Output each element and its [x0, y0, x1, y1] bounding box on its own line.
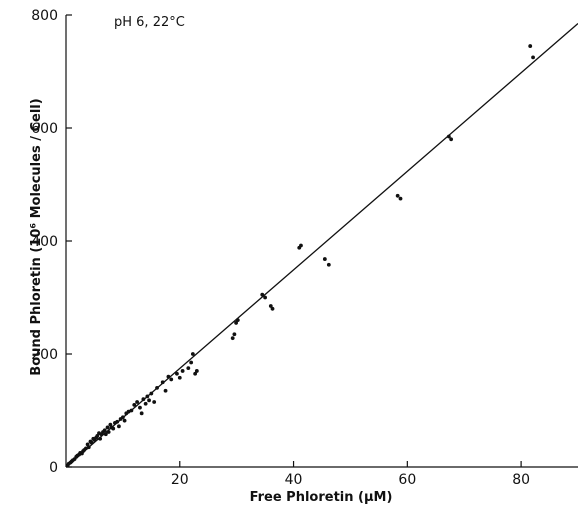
y-tick-label: 0: [49, 460, 58, 476]
data-point: [177, 375, 182, 380]
data-point: [186, 366, 191, 371]
data-point: [166, 374, 171, 379]
data-point: [232, 332, 237, 337]
data-point: [147, 398, 151, 403]
y-tick-label: 800: [31, 8, 58, 24]
data-point: [98, 436, 103, 441]
data-point: [326, 262, 331, 267]
data-point: [152, 400, 157, 404]
data-point: [120, 415, 125, 420]
data-point: [86, 445, 91, 450]
data-point: [260, 292, 265, 297]
data-point: [141, 397, 146, 402]
data-point: [193, 371, 198, 376]
data-point: [322, 257, 327, 261]
data-point: [155, 386, 159, 390]
y-tick-label: 600: [31, 121, 58, 137]
data-point: [143, 401, 148, 406]
chart-annotation: pH 6, 22°C: [114, 15, 185, 30]
data-point: [230, 336, 235, 341]
data-point: [129, 408, 134, 413]
data-point: [395, 193, 400, 198]
data-point: [528, 44, 533, 48]
data-point: [95, 434, 100, 438]
x-tick-label: 20: [171, 472, 189, 488]
data-point: [160, 380, 165, 385]
data-point: [111, 426, 116, 431]
data-point: [122, 418, 127, 423]
data-point: [194, 369, 199, 373]
data-point: [398, 196, 403, 201]
axes: [65, 14, 578, 468]
y-tick-label: 200: [31, 347, 58, 363]
x-tick-labels: 20 40 60 80: [171, 472, 530, 488]
data-point: [446, 134, 451, 139]
x-tick-label: 80: [512, 472, 530, 488]
data-point: [84, 446, 88, 451]
data-point: [115, 419, 120, 424]
data-point: [102, 428, 107, 433]
data-point: [190, 352, 195, 356]
data-point: [270, 306, 275, 311]
data-point: [105, 425, 110, 430]
data-point: [89, 440, 94, 445]
x-tick-label: 40: [285, 472, 303, 488]
data-point: [149, 391, 154, 396]
data-point: [135, 400, 140, 404]
data-point: [263, 295, 268, 300]
x-tick-label: 60: [398, 472, 416, 488]
data-point: [169, 377, 174, 382]
data-point: [132, 402, 137, 407]
data-point: [106, 430, 111, 434]
data-point: [531, 55, 535, 60]
y-axis-label: Bound Phloretin (10⁶ Molecules / Cell): [29, 98, 44, 375]
data-point: [449, 137, 454, 142]
data-point: [234, 321, 238, 325]
y-tick-labels: 0 200 400 600 800: [31, 8, 58, 476]
data-point: [189, 360, 194, 365]
data-point: [103, 432, 108, 437]
data-point: [235, 318, 240, 322]
data-point: [139, 411, 144, 416]
y-tick-label: 400: [31, 234, 58, 250]
x-axis-label: Free Phloretin (μM): [250, 490, 393, 505]
data-point: [163, 388, 168, 393]
data-point: [117, 424, 121, 429]
data-point: [138, 405, 142, 410]
data-point: [126, 409, 131, 414]
data-point: [268, 304, 273, 308]
data-point: [145, 394, 150, 399]
data-point: [180, 369, 185, 373]
data-points: [65, 44, 535, 468]
data-point: [299, 243, 303, 248]
data-point: [175, 371, 179, 376]
